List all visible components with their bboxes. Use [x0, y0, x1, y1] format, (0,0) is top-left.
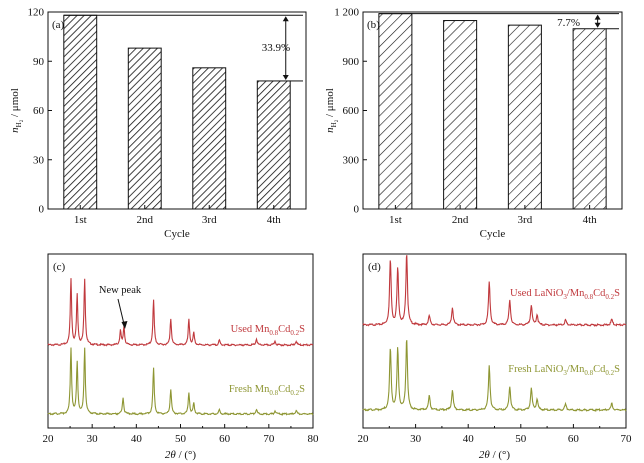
y-tick-label: 300 — [343, 154, 360, 166]
y-tick-label: 0 — [354, 204, 360, 216]
x-tick-label: 60 — [219, 433, 231, 445]
bar-4th — [256, 80, 291, 210]
x-tick-label: 1st — [389, 214, 402, 226]
y-tick-label: 600 — [343, 105, 360, 117]
series-label: Fresh Mn0.8Cd0.2S — [229, 384, 305, 397]
panel-b: 0 300 600 900 1 200 1st 2nd 3rd 4th Cycle nH2 / μm… — [324, 7, 623, 240]
y-tick-label: 1 200 — [334, 7, 359, 19]
arrow-head-down — [282, 74, 289, 80]
bar-2nd — [127, 47, 162, 210]
x-tick-label: 20 — [43, 433, 55, 445]
series-label: Fresh LaNiO3/Mn0.8Cd0.2S — [508, 364, 620, 377]
bar-3rd — [507, 24, 542, 210]
bar-2nd — [443, 20, 478, 210]
trace-used — [362, 255, 627, 327]
annotation-percent: 7.7% — [557, 17, 580, 29]
x-tick-label: 30 — [87, 433, 99, 445]
x-tick-label: 4th — [267, 214, 282, 226]
x-tick-label: 3rd — [202, 214, 217, 226]
series-label: Used Mn0.8Cd0.2S — [231, 324, 306, 337]
x-tick-label: 70 — [263, 433, 275, 445]
new-peak-label: New peak — [99, 285, 142, 296]
x-tick-label: 4th — [583, 214, 598, 226]
bar-1st — [63, 14, 98, 210]
bar-4th — [572, 28, 607, 210]
plot-frame — [362, 253, 627, 429]
x-tick-label: 60 — [568, 433, 580, 445]
y-tick-label: 90 — [33, 56, 45, 68]
x-tick-label: 2nd — [452, 214, 469, 226]
panel-label: (c) — [53, 261, 66, 273]
x-tick-label: 40 — [131, 433, 143, 445]
panel-d: 20 30 40 50 60 70 2θ / (°) (d) Used LaNiO3/Mn0.8… — [358, 253, 633, 461]
trace-fresh — [47, 347, 314, 416]
x-tick-label: 80 — [308, 433, 320, 445]
trace-used — [47, 278, 314, 347]
annotation-percent: 33.9% — [262, 42, 290, 54]
panel-c: 20 30 40 50 60 70 80 2θ / (°) (c) Used Mn0.8Cd0.2… — [43, 253, 320, 461]
bar-3rd — [192, 67, 227, 210]
panel-a: 0 30 60 90 120 1st 2nd 3rd 4th Cycle nH2 / μmol (a)… — [9, 7, 307, 240]
x-tick-label: 50 — [175, 433, 187, 445]
y-axis-label: nH2 / μmol — [9, 88, 25, 133]
panel-label: (b) — [367, 19, 380, 31]
x-tick-label: 50 — [515, 433, 527, 445]
arrow-head-down — [594, 22, 601, 28]
trace-fresh — [362, 340, 627, 413]
x-tick-label: 70 — [621, 433, 633, 445]
x-axis-label: Cycle — [164, 228, 190, 240]
x-tick-label: 20 — [358, 433, 370, 445]
x-tick-label: 30 — [410, 433, 422, 445]
arrow-head-up — [282, 16, 289, 22]
new-peak-arrow-head — [121, 321, 128, 329]
y-tick-label: 60 — [33, 105, 45, 117]
x-axis-label: Cycle — [480, 228, 506, 240]
y-tick-label: 900 — [343, 56, 360, 68]
series-label: Used LaNiO3/Mn0.8Cd0.2S — [510, 288, 620, 301]
new-peak-arrow — [117, 298, 125, 327]
bar-1st — [378, 13, 413, 210]
y-tick-label: 120 — [28, 7, 45, 19]
x-axis-label: 2θ / (°) — [165, 449, 197, 461]
panel-label: (d) — [368, 261, 381, 273]
panel-label: (a) — [52, 19, 65, 31]
x-tick-label: 1st — [74, 214, 87, 226]
x-tick-label: 2nd — [137, 214, 154, 226]
y-tick-label: 30 — [33, 154, 45, 166]
arrow-head-up — [594, 14, 601, 20]
x-tick-label: 40 — [463, 433, 475, 445]
y-axis-label: nH2 / μmol — [324, 88, 340, 133]
x-tick-label: 3rd — [518, 214, 533, 226]
y-tick-label: 0 — [39, 204, 45, 216]
x-axis-label: 2θ / (°) — [479, 449, 511, 461]
